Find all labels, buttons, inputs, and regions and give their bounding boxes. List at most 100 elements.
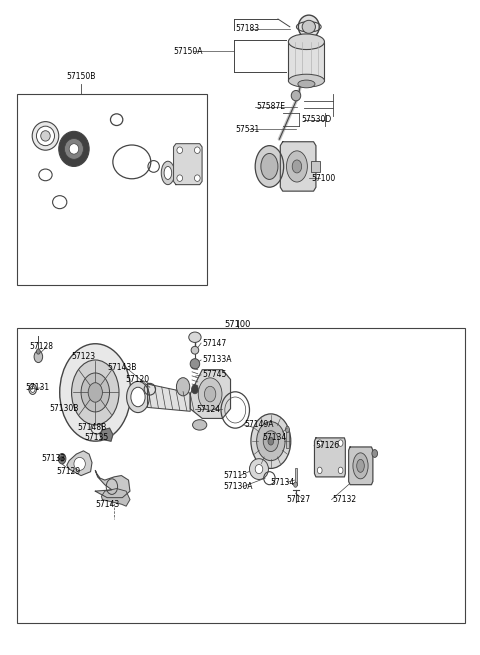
Ellipse shape (357, 459, 364, 472)
Ellipse shape (287, 151, 307, 182)
Ellipse shape (263, 431, 278, 451)
Text: 57148B: 57148B (78, 423, 107, 432)
Polygon shape (314, 438, 345, 477)
Ellipse shape (36, 126, 55, 145)
Text: 57143B: 57143B (107, 364, 136, 372)
Ellipse shape (268, 438, 274, 445)
Ellipse shape (60, 456, 64, 461)
Polygon shape (101, 489, 130, 506)
Ellipse shape (74, 457, 85, 470)
Ellipse shape (34, 351, 43, 363)
Ellipse shape (194, 175, 200, 181)
Text: 57134: 57134 (271, 477, 295, 487)
Ellipse shape (353, 453, 368, 479)
Ellipse shape (261, 153, 278, 179)
Ellipse shape (372, 449, 378, 457)
Ellipse shape (255, 464, 263, 474)
Ellipse shape (127, 381, 149, 413)
Text: 57183: 57183 (235, 24, 259, 33)
Bar (295, 468, 297, 485)
Text: 57129: 57129 (56, 467, 80, 476)
Ellipse shape (255, 145, 284, 187)
Ellipse shape (41, 131, 50, 141)
Text: 57100: 57100 (311, 174, 336, 183)
Ellipse shape (257, 422, 285, 460)
Ellipse shape (251, 414, 291, 468)
Ellipse shape (250, 458, 268, 479)
Text: 57530D: 57530D (301, 115, 332, 124)
Ellipse shape (36, 349, 40, 354)
Polygon shape (67, 451, 92, 476)
Text: 57133: 57133 (42, 454, 66, 463)
Polygon shape (190, 369, 230, 419)
Text: 57143: 57143 (96, 500, 120, 509)
Text: 57133A: 57133A (202, 356, 231, 364)
Text: 57587E: 57587E (257, 102, 286, 111)
Ellipse shape (60, 344, 131, 441)
Bar (288, 42, 324, 81)
Ellipse shape (177, 175, 182, 181)
Ellipse shape (88, 383, 102, 402)
Text: 57100: 57100 (225, 320, 251, 329)
Ellipse shape (191, 346, 199, 354)
Text: 57124: 57124 (196, 405, 220, 414)
Ellipse shape (317, 440, 322, 446)
Ellipse shape (32, 122, 59, 150)
Polygon shape (280, 141, 316, 191)
Ellipse shape (302, 20, 315, 33)
Ellipse shape (299, 15, 319, 39)
Ellipse shape (189, 332, 201, 343)
Ellipse shape (58, 453, 66, 464)
Ellipse shape (177, 147, 182, 153)
Text: 57120: 57120 (125, 375, 149, 384)
Text: 57531: 57531 (235, 125, 260, 134)
Ellipse shape (338, 467, 343, 474)
Polygon shape (174, 143, 202, 185)
Text: 57150B: 57150B (66, 71, 96, 81)
Text: 57128: 57128 (29, 343, 53, 352)
Text: 57130A: 57130A (223, 482, 253, 491)
Ellipse shape (69, 143, 79, 154)
Text: 57147: 57147 (202, 339, 226, 348)
Text: 57127: 57127 (287, 495, 311, 504)
Polygon shape (100, 428, 113, 441)
Ellipse shape (64, 138, 84, 159)
Ellipse shape (164, 166, 172, 179)
Text: 57745: 57745 (202, 371, 227, 379)
Ellipse shape (161, 161, 175, 185)
Ellipse shape (288, 34, 324, 50)
Ellipse shape (204, 386, 216, 402)
Ellipse shape (288, 74, 324, 87)
Ellipse shape (190, 359, 200, 369)
Ellipse shape (291, 90, 301, 101)
Ellipse shape (292, 160, 301, 173)
Text: 57131: 57131 (25, 383, 49, 392)
Ellipse shape (194, 147, 200, 153)
Text: 57126: 57126 (315, 441, 339, 450)
Ellipse shape (338, 440, 343, 446)
Polygon shape (348, 447, 373, 485)
Ellipse shape (317, 467, 322, 474)
Text: 57150A: 57150A (174, 47, 203, 56)
Text: 57115: 57115 (223, 471, 248, 480)
Bar (17, 328, 466, 623)
Ellipse shape (177, 378, 190, 396)
Ellipse shape (59, 132, 89, 166)
Bar (17, 94, 207, 286)
Ellipse shape (298, 80, 315, 88)
Ellipse shape (131, 387, 145, 407)
Polygon shape (147, 384, 190, 411)
Polygon shape (96, 470, 130, 498)
Text: 57123: 57123 (72, 352, 96, 361)
Text: 57135: 57135 (84, 434, 108, 442)
Ellipse shape (72, 360, 119, 425)
Ellipse shape (192, 384, 198, 394)
Ellipse shape (192, 420, 207, 430)
Text: 57134: 57134 (263, 434, 287, 442)
Bar (311, 161, 320, 172)
Ellipse shape (286, 426, 289, 433)
Text: 57130B: 57130B (49, 404, 79, 413)
Ellipse shape (294, 482, 298, 487)
Text: 57149A: 57149A (245, 421, 274, 430)
Bar (287, 430, 289, 447)
